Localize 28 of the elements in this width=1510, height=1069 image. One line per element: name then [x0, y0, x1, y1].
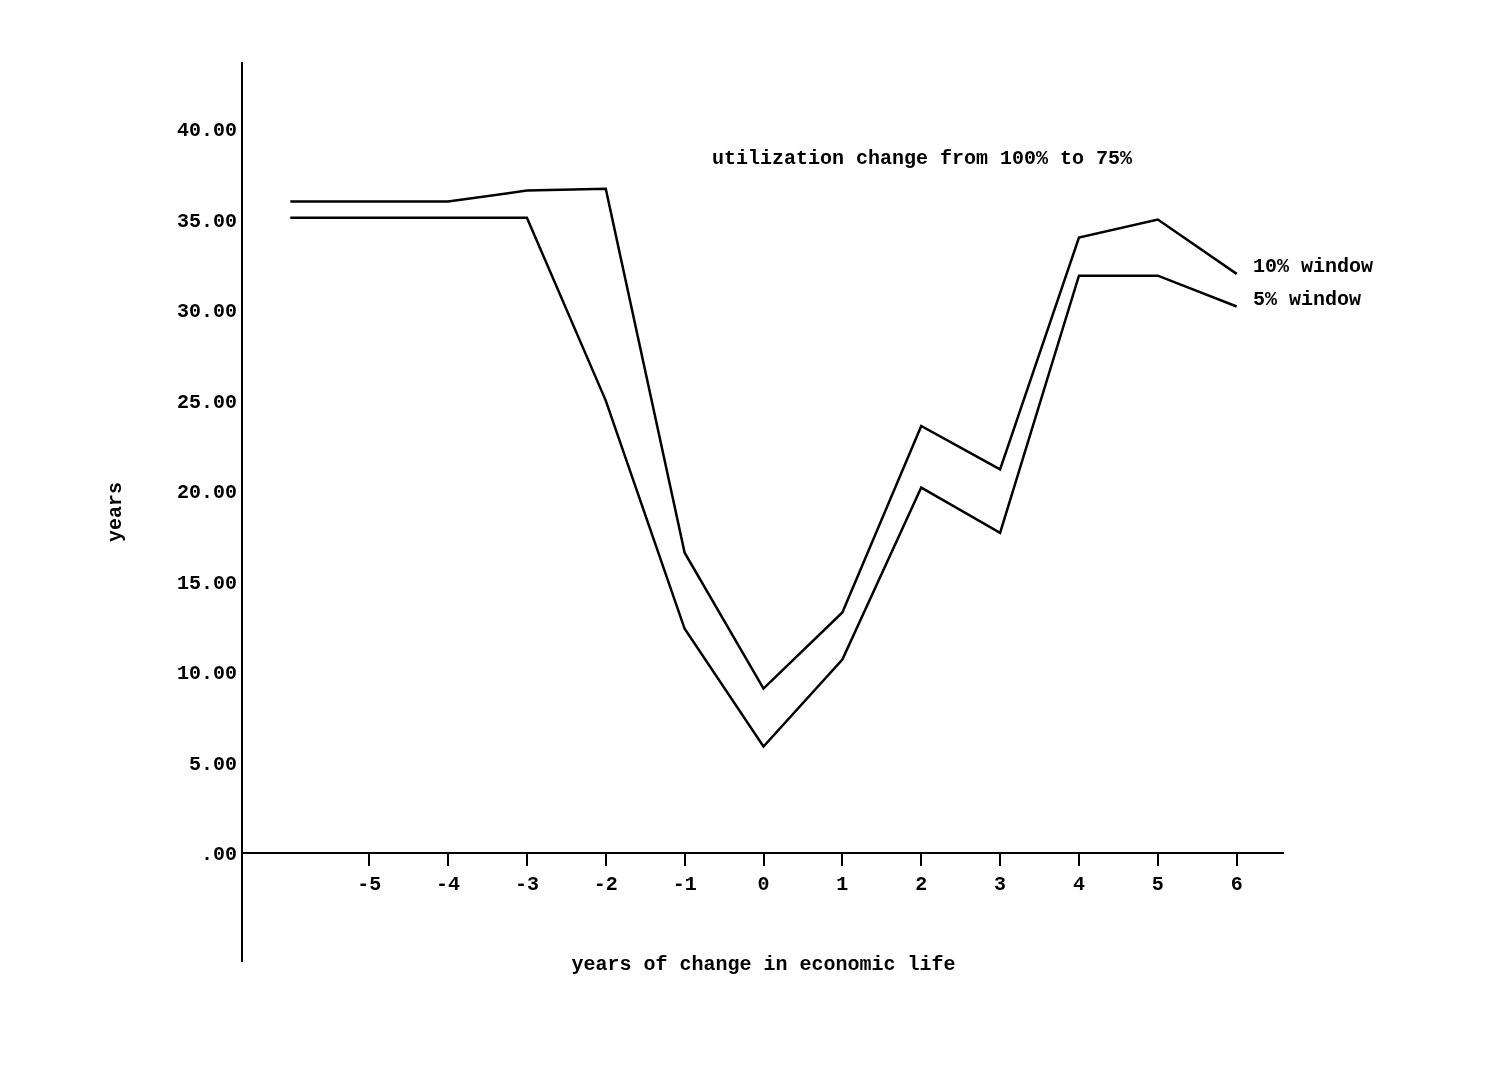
- x-tick-label: 0: [757, 873, 770, 897]
- x-tick-label: -1: [672, 873, 697, 897]
- line-series: [289, 187, 1238, 690]
- series-label: 5% window: [1253, 288, 1362, 311]
- x-tick-label: 4: [1072, 873, 1085, 897]
- y-tick-label: 35.00: [176, 209, 237, 233]
- x-axis-title: years of change in economic life: [571, 953, 956, 977]
- x-tick-label: 2: [915, 873, 928, 897]
- x-tick-label: -4: [436, 873, 461, 897]
- y-tick-label: 40.00: [176, 119, 237, 142]
- line-series: [289, 216, 1238, 748]
- x-tick-label: 3: [994, 873, 1007, 897]
- x-tick-label: 6: [1230, 873, 1243, 897]
- y-tick-label: 25.00: [176, 390, 237, 414]
- x-tick-label: -2: [593, 873, 618, 897]
- y-tick-label: 15.00: [176, 571, 237, 595]
- y-tick-label: 10.00: [176, 662, 237, 686]
- y-tick-label: 5.00: [188, 752, 237, 776]
- y-tick-label: 30.00: [176, 300, 237, 324]
- text: utilization change from 100% to 75%: [712, 147, 1134, 170]
- x-tick-label: 5: [1151, 873, 1164, 897]
- y-tick-label: .00: [200, 843, 237, 867]
- x-tick-label: -3: [514, 873, 539, 897]
- x-tick-label: 1: [836, 873, 849, 897]
- x-tick-label: -5: [357, 873, 382, 897]
- y-axis-title: years: [103, 481, 127, 543]
- y-tick-label: 20.00: [176, 481, 237, 505]
- series-label: 10% window: [1253, 255, 1374, 278]
